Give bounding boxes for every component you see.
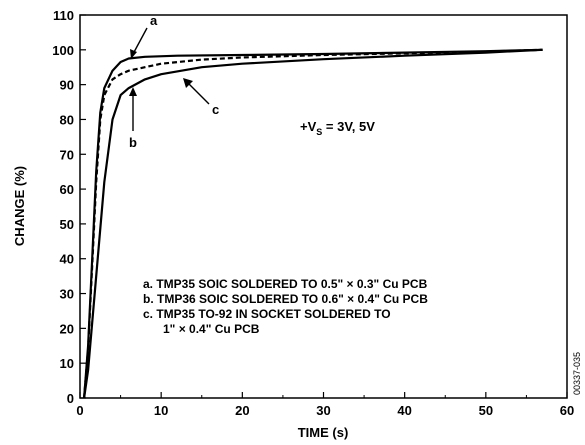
y-tick-label: 60 (60, 182, 74, 197)
curve-label-c: c (212, 102, 219, 117)
series-lines (83, 48, 543, 399)
y-tick-label: 90 (60, 78, 74, 93)
pointer-c-arrowhead (183, 78, 193, 88)
legend-item-b: b. TMP36 SOIC SOLDERED TO 0.6" × 0.4" Cu… (143, 292, 428, 306)
x-tick-label: 50 (479, 403, 493, 418)
supply-condition-label: +VS = 3V, 5V (300, 119, 375, 137)
legend-box (130, 265, 530, 347)
x-tick-label: 0 (76, 403, 83, 418)
y-tick-label: 80 (60, 112, 74, 127)
legend-item-c-continued: 1" × 0.4" Cu PCB (163, 322, 260, 336)
legend-item-c: c. TMP35 TO-92 IN SOCKET SOLDERED TO (143, 307, 391, 321)
pointer-a-line (132, 27, 148, 55)
series-line-b (83, 48, 543, 399)
x-axis-title: TIME (s) (298, 425, 349, 440)
x-tick-label: 10 (154, 403, 168, 418)
y-tick-label: 10 (60, 356, 74, 371)
curve-label-b: b (129, 135, 137, 150)
y-tick-label: 110 (53, 8, 74, 23)
pointer-c-line (187, 82, 210, 105)
pointer-a-arrowhead (130, 49, 137, 59)
y-tick-label: 50 (60, 217, 74, 232)
pointer-b-arrowhead (129, 87, 137, 96)
figure-id: 00337-035 (572, 352, 582, 395)
y-tick-label: 0 (67, 391, 74, 406)
axis-ticks: 0 10 20 30 40 50 60 0 10 20 30 40 50 60 70 80 90 100 110 (52, 8, 574, 418)
x-tick-label: 40 (397, 403, 411, 418)
y-axis-title: CHANGE (%) (12, 166, 27, 246)
legend-item-a: a. TMP35 SOIC SOLDERED TO 0.5" × 0.3" Cu… (143, 277, 428, 291)
y-tick-label: 70 (60, 147, 74, 162)
x-tick-label: 60 (560, 403, 574, 418)
y-tick-label: 100 (52, 43, 74, 58)
y-tick-label: 20 (60, 321, 74, 336)
curve-label-a: a (150, 13, 158, 28)
series-line-c (83, 48, 543, 399)
y-tick-label: 30 (60, 287, 74, 302)
x-tick-label: 30 (316, 403, 330, 418)
y-tick-label: 40 (60, 252, 74, 267)
x-tick-label: 20 (235, 403, 249, 418)
